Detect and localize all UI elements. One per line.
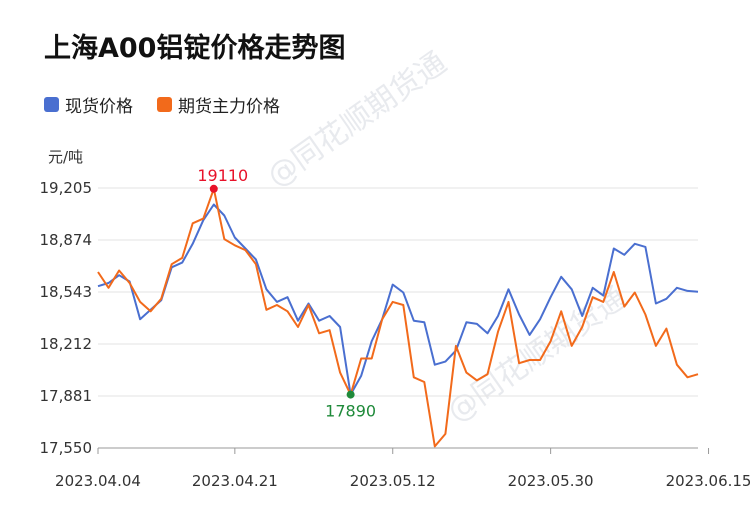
x-tick-label: 2023.05.12: [350, 472, 436, 490]
chart-legend: 现货价格 期货主力价格: [44, 92, 304, 117]
legend-item-futures[interactable]: 期货主力价格: [157, 92, 280, 117]
y-tick-label: 18,212: [40, 335, 93, 353]
annotation-point-0: [209, 184, 218, 193]
legend-item-spot[interactable]: 现货价格: [44, 92, 133, 117]
x-tick-label: 2023.06.15: [666, 472, 750, 490]
y-tick-label: 18,874: [40, 231, 93, 249]
annotation-label-0: 19110: [197, 166, 248, 185]
y-tick-label: 18,543: [40, 283, 93, 301]
legend-swatch-spot: [44, 97, 59, 112]
legend-swatch-futures: [157, 97, 172, 112]
y-tick-label: 19,205: [40, 179, 93, 197]
x-tick-label: 2023.05.30: [508, 472, 594, 490]
annotation-point-1: [346, 390, 355, 399]
legend-label-futures: 期货主力价格: [178, 97, 280, 117]
annotation-label-1: 17890: [325, 402, 376, 421]
series-line-1: [97, 187, 699, 448]
y-axis-unit: 元/吨: [48, 148, 84, 166]
legend-label-spot: 现货价格: [65, 97, 133, 117]
y-tick-label: 17,881: [40, 387, 93, 405]
chart-title: 上海A00铝锭价格走势图: [44, 33, 346, 64]
x-tick-label: 2023.04.04: [55, 472, 141, 490]
x-tick-label: 2023.04.21: [192, 472, 278, 490]
y-tick-label: 17,550: [40, 439, 93, 457]
series-line-0: [97, 203, 699, 396]
